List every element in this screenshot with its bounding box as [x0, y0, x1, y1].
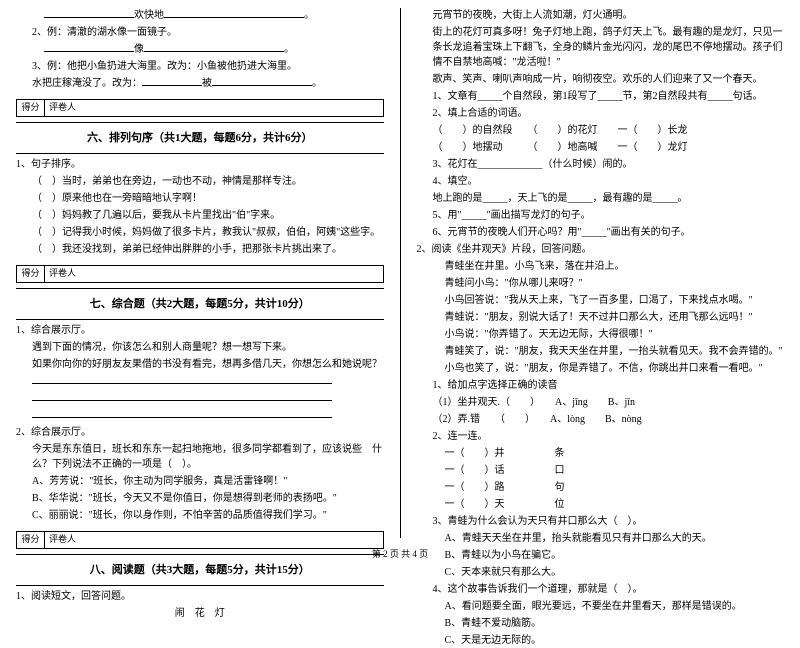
q1-label: 1、句子排序。: [16, 157, 384, 172]
paragraph: 小鸟回答说："我从天上来，飞了一百多里，口渴了，下来找点水喝。": [417, 293, 785, 308]
paragraph: 小鸟也笑了，说："朋友，你是弄错了。不信，你跳出井口来看一看吧。": [417, 361, 785, 376]
right-column: 元宵节的夜晚，大街上人流如潮，灯火通明。 街上的花灯可真多呀！兔子灯地上跑，鸽子…: [417, 8, 785, 538]
text: 像: [134, 44, 144, 55]
score-box: 得分 评卷人: [16, 99, 384, 117]
example-3b: 水把庄稼淹没了。改为：被。: [16, 76, 384, 91]
match-item: 一（ ）井 条: [417, 446, 785, 461]
rule: [16, 319, 384, 320]
paragraph: 青蛙说："朋友，别说大话了！天不过井口那么大，还用飞那么远吗！": [417, 310, 785, 325]
text: 欢快地: [134, 10, 164, 21]
rule: [16, 122, 384, 123]
rule: [16, 153, 384, 154]
text: 水把庄稼淹没了。改为：: [32, 78, 142, 89]
rule: [16, 288, 384, 289]
question: 3、花灯在_____________（什么时候）闹的。: [417, 157, 785, 172]
section-7-title: 七、综合题（共2大题，每题5分，共计10分）: [16, 296, 384, 313]
option: A、芳芳说："班长，你主动为同学服务，真是活雷锋啊！": [16, 474, 384, 489]
option: （1）坐井观天.（ ） A、jīng B、jīn: [417, 395, 785, 410]
paragraph: 歌声、笑声、喇叭声响成一片，响彻夜空。欢乐的人们迎来了又一个春天。: [417, 72, 785, 87]
list-item: （ ）我还没找到，弟弟已经伸出胖胖的小手，把那张卡片挑出来了。: [16, 242, 384, 257]
option: A、青蛙天天坐在井里，抬头就能看见只有井口那么大的天。: [417, 531, 785, 546]
question: 5、用"_____"画出描写龙灯的句子。: [417, 208, 785, 223]
reading-2: 2、阅读《坐井观天》片段，回答问题。: [417, 242, 785, 257]
match-item: 一（ ）话 口: [417, 463, 785, 478]
score-label: 得分: [17, 266, 45, 282]
question: 2、填上合适的词语。: [417, 106, 785, 121]
answer-blank: [16, 374, 384, 389]
option: B、青蛙不爱动脑筋。: [417, 616, 785, 631]
grader-label: 评卷人: [45, 100, 80, 116]
score-box: 得分 评卷人: [16, 531, 384, 549]
answer-blank: [16, 408, 384, 423]
section-6-title: 六、排列句序（共1大题，每题6分，共计6分）: [16, 130, 384, 147]
score-label: 得分: [17, 532, 45, 548]
page-wrapper: 欢快地。 2、例：清澈的湖水像一面镜子。 像。 3、例：他把小鱼扔进大海里。改为…: [16, 8, 784, 538]
text: 今天是东东值日，班长和东东一起扫地拖地，很多同学都看到了，应该说些 什么？下列说…: [16, 442, 384, 472]
list-item: （ ）妈妈教了几遍以后，要我从卡片里找出"伯"字来。: [16, 208, 384, 223]
score-label: 得分: [17, 100, 45, 116]
grader-label: 评卷人: [45, 266, 80, 282]
example-3: 3、例：他把小鱼扔进大海里。改为：小鱼被他扔进大海里。: [16, 59, 384, 74]
rule: [16, 585, 384, 586]
score-box: 得分 评卷人: [16, 265, 384, 283]
sub-question: 4、这个故事告诉我们一个道理，那就是（ ）。: [417, 582, 785, 597]
list-item: （ ）记得我小时候，妈妈做了很多卡片，教我认"叔叔，伯伯，阿姨"这些字。: [16, 225, 384, 240]
question: 6、元宵节的夜晚人们开心吗？用"_____"画出有关的句子。: [417, 225, 785, 240]
example-2: 2、例：清澈的湖水像一面镜子。: [16, 25, 384, 40]
option: C、天是无边无际的。: [417, 633, 785, 648]
answer-blank: [16, 391, 384, 406]
paragraph: 街上的花灯可真多呀！兔子灯地上跑，鸽子灯天上飞。最有趣的是龙灯，只见一条长龙追着…: [417, 25, 785, 70]
question: 1、文章有_____个自然段，第1段写了_____节，第2自然段共有_____句…: [417, 89, 785, 104]
text: 如果你向你的好朋友友果借的书没有看完，想再多借几天，你想怎么和她说呢？: [16, 357, 384, 372]
blank-line: 欢快地。: [16, 8, 384, 23]
paragraph: 青蛙坐在井里。小鸟飞来，落在井沿上。: [417, 259, 785, 274]
text: 遇到下面的情况，你该怎么和别人商量呢？想一想写下来。: [16, 340, 384, 355]
paragraph: 元宵节的夜晚，大街上人流如潮，灯火通明。: [417, 8, 785, 23]
option: A、看问题要全面，眼光要远，不要坐在井里看天，那样是错误的。: [417, 599, 785, 614]
option: （2）弄.错 （ ） A、lòng B、nòng: [417, 412, 785, 427]
q2-label: 2、综合展示厅。: [16, 425, 384, 440]
fill-blank: （ ）的自然段 （ ）的花灯 一（ ）长龙: [417, 123, 785, 138]
left-column: 欢快地。 2、例：清澈的湖水像一面镜子。 像。 3、例：他把小鱼扔进大海里。改为…: [16, 8, 384, 538]
list-item: （ ）当时，弟弟也在旁边，一动也不动，神情是那样专注。: [16, 174, 384, 189]
list-item: （ ）原来他也在一旁暗暗地认字啊！: [16, 191, 384, 206]
section-8-title: 八、阅读题（共3大题，每题5分，共计15分）: [16, 562, 384, 579]
option: B、华华说："班长，今天又不是你值日，你是想得到老师的表扬吧。": [16, 491, 384, 506]
match-item: 一（ ）路 句: [417, 480, 785, 495]
passage-title: 闹 花 灯: [16, 606, 384, 621]
q1-label: 1、综合展示厅。: [16, 323, 384, 338]
fill-blank: （ ）地摆动 （ ）地高喊 一（ ）龙灯: [417, 140, 785, 155]
page-footer: 第 2 页 共 4 页: [0, 548, 800, 562]
paragraph: 小鸟说："你弄错了。天无边无际，大得很哪！": [417, 327, 785, 342]
q1-label: 1、阅读短文，回答问题。: [16, 589, 384, 604]
paragraph: 青蛙问小鸟："你从哪儿来呀？": [417, 276, 785, 291]
sub-question: 1、给加点字选择正确的读音: [417, 378, 785, 393]
option: C、丽丽说："班长，你以身作则，不怕辛苦的品质值得我们学习。": [16, 508, 384, 523]
column-divider: [400, 8, 401, 538]
sub-question: 3、青蛙为什么会认为天只有井口那么大（ ）。: [417, 514, 785, 529]
grader-label: 评卷人: [45, 532, 80, 548]
text: 被: [202, 78, 212, 89]
blank-line: 像。: [16, 42, 384, 57]
question: 4、填空。: [417, 174, 785, 189]
match-item: 一（ ）天 位: [417, 497, 785, 512]
sub-question: 2、连一连。: [417, 429, 785, 444]
paragraph: 青蛙笑了，说："朋友，我天天坐在井里，一抬头就看见天。我不会弄错的。": [417, 344, 785, 359]
fill-blank: 地上跑的是_____，天上飞的是_____，最有趣的是_____。: [417, 191, 785, 206]
option: C、天本来就只有那么大。: [417, 565, 785, 580]
